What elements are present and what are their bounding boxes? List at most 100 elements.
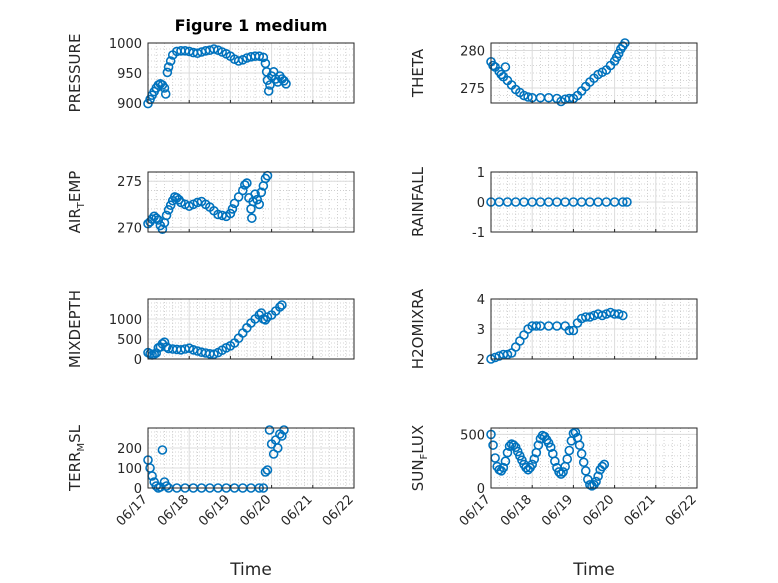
y-tick-label: 270 [117,221,142,236]
y-tick-label: 900 [117,97,142,112]
data-point [556,469,566,479]
x-tick-label: 06/18 [498,492,535,529]
y-axis-label-main: SUN [409,459,427,491]
data-point [531,321,542,331]
data-point [564,445,575,456]
x-tick-label: 06/17 [457,492,494,529]
y-axis-label-rest: EMP [66,171,84,202]
x-tick-label: 06/17 [114,492,151,529]
data-point [574,440,585,450]
data-point [151,213,162,223]
data-point [163,62,174,72]
subplot-7: 0 100 200 TERRMSL 06/17 06/18 06/19 06/20 06/21 0… [66,424,357,529]
data-point [161,481,172,491]
data-point [488,440,498,450]
y-axis-label-main: RAINFALL [409,166,427,237]
x-axis-label-right: Time [572,560,615,580]
y-axis-label: PRESSURE [66,34,84,113]
data-point [558,467,568,477]
data-point [165,200,176,211]
data-point [618,197,628,207]
y-tick-label: 500 [117,333,142,348]
data-point [593,471,603,482]
axes-box [490,42,698,104]
x-tick-label: 06/19 [539,492,576,529]
data-point [233,56,244,66]
data-point [578,457,589,468]
data-point [272,443,283,453]
data-point [258,52,269,63]
y-axis-label-main: PRESSURE [66,34,84,113]
y-tick-label: -1 [472,226,485,241]
x-tick-label: 06/18 [155,492,192,529]
x-tick-label: 06/22 [663,492,700,529]
y-axis-label-main: THETA [409,48,427,98]
subplot-8: 0 500 SUNFLUX 06/17 06/18 06/19 06/20 06/21 06/2… [409,425,700,530]
y-axis-label: SUNFLUX [409,425,430,491]
y-axis-label: THETA [409,48,427,98]
data-point [161,210,172,221]
y-tick-label: 280 [460,45,485,60]
data-point [188,344,199,355]
subplot-5: 0 500 1000 MIXDEPTH [66,290,355,368]
data-point [157,445,168,455]
subplot-2: 275 280 THETA [409,38,698,107]
data-point [159,83,170,93]
data-point [498,462,509,473]
y-tick-label: 0 [477,482,485,497]
axes-box [490,298,698,360]
data-point [265,80,275,90]
data-point [192,48,203,59]
data-point [613,309,624,319]
data-point [533,440,544,450]
y-tick-label: 500 [460,428,485,443]
data-point [585,312,595,322]
y-tick-label: 275 [460,82,485,97]
axes-box [490,171,698,233]
x-tick-label: 06/20 [580,492,617,529]
data-point [488,60,498,71]
x-tick-label: 06/21 [279,492,316,529]
data-point [252,194,262,205]
x-tick-label: 06/20 [237,492,274,529]
data-point [225,208,236,219]
data-point [165,56,176,66]
x-axis-label-left: Time [229,560,272,580]
y-axis-label-subscript: M [76,443,87,452]
y-axis-label-subscript: F [419,453,430,459]
data-point [227,204,238,214]
y-tick-label: 0 [134,482,142,497]
data-point [500,62,511,72]
data-point [591,476,601,487]
y-tick-label: 0 [134,353,142,368]
data-point [279,425,289,435]
data-point [554,467,564,477]
y-axis-label-main: TERR [66,452,84,493]
data-point [562,454,573,464]
figure-title: Figure 1 medium [175,16,328,35]
data-point [275,302,285,312]
data-point [162,67,173,78]
data-point [568,325,579,336]
data-point [527,459,538,470]
subplot-4: -1 0 1 RAINFALL [409,166,698,241]
y-tick-label: 1000 [109,37,142,52]
x-tick-label: 06/22 [320,492,357,529]
y-tick-label: 275 [117,175,142,190]
x-tick-label: 06/19 [196,492,233,529]
data-point [157,224,168,235]
axes-box [490,427,698,489]
y-tick-label: 0 [477,196,485,211]
data-point [247,213,257,223]
y-axis-label-main: MIXDEPTH [66,290,84,368]
data-point [523,92,533,102]
data-point [622,197,632,207]
y-tick-label: 200 [117,442,142,457]
y-axis-label-rest: LUX [409,425,427,454]
y-axis-label: MIXDEPTH [66,290,84,368]
data-point [256,187,267,198]
data-point [580,466,591,476]
data-point [504,441,515,452]
data-point [240,180,250,190]
